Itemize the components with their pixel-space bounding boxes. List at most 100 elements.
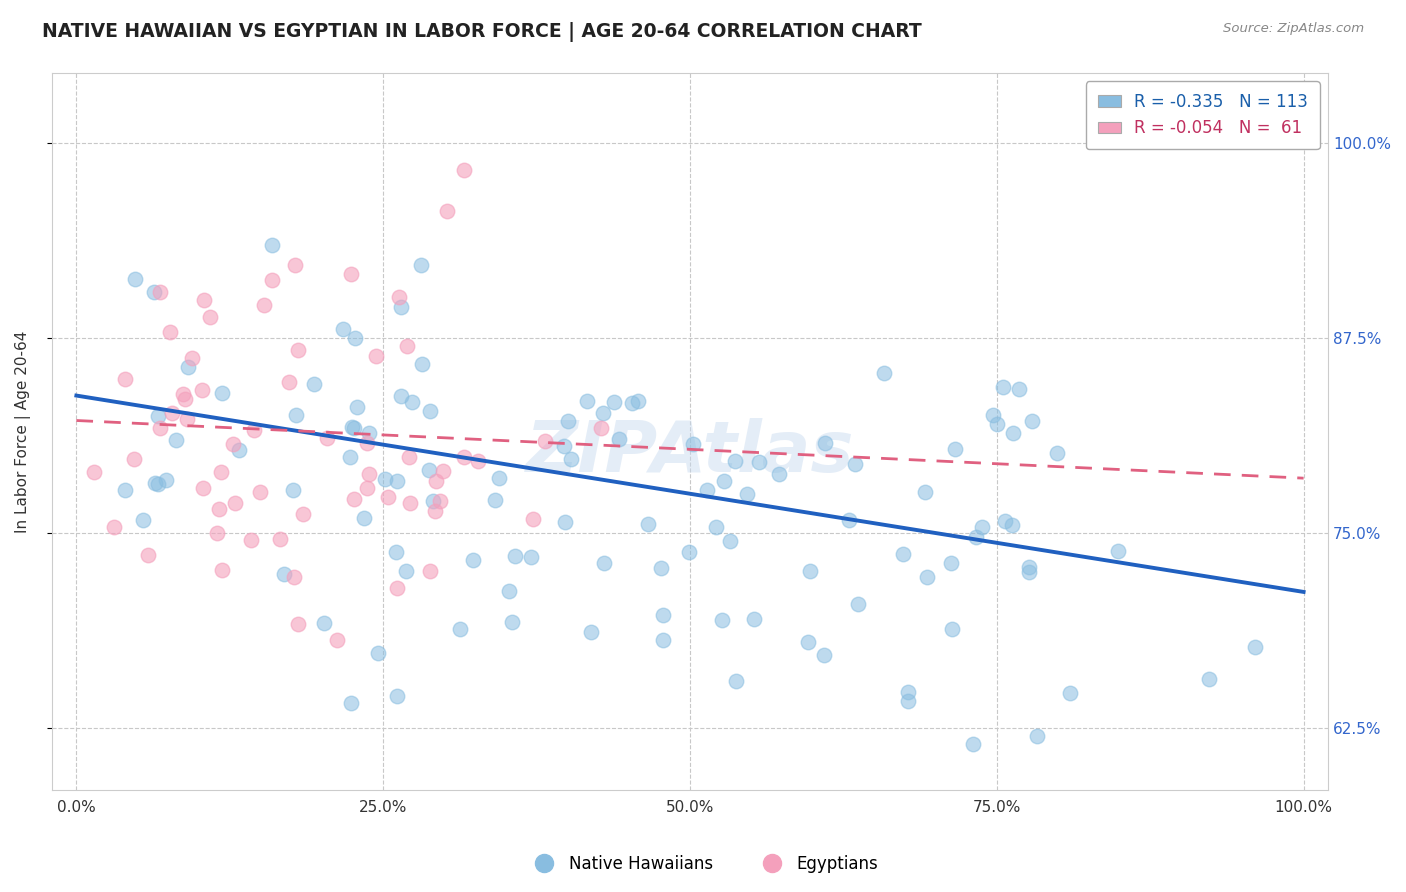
Point [966,530,988,544]
Point [411,358,433,372]
Point [222,437,245,451]
Y-axis label: In Labor Force | Age 20-64: In Labor Force | Age 20-64 [15,330,31,533]
Point [711,613,734,627]
Point [560,452,582,467]
Point [114,483,136,497]
Point [367,646,389,660]
Point [735,487,758,501]
Point [356,436,378,450]
Point [143,476,166,491]
Point [366,349,388,363]
Point [332,321,354,335]
Point [914,485,936,500]
Point [589,420,612,434]
Point [211,386,233,401]
Point [1243,640,1265,655]
Point [432,464,454,478]
Point [534,434,557,449]
Point [897,694,920,708]
Point [592,556,614,570]
Point [374,473,396,487]
Point [799,564,821,578]
Point [453,450,475,464]
Point [1107,544,1129,558]
Point [209,465,232,479]
Point [284,259,307,273]
Point [389,300,412,314]
Point [389,389,412,403]
Point [651,633,673,648]
Point [278,375,301,389]
Point [243,423,266,437]
Point [143,285,166,299]
Point [873,366,896,380]
Point [423,504,446,518]
Point [399,496,422,510]
Point [503,549,526,563]
Point [159,325,181,339]
Point [607,432,630,446]
Point [1046,445,1069,459]
Point [205,526,228,541]
Point [449,622,471,636]
Point [602,395,624,409]
Point [579,624,602,639]
Point [385,545,408,559]
Point [768,467,790,481]
Point [962,737,984,751]
Point [994,514,1017,528]
Point [620,395,643,409]
Point [356,481,378,495]
Point [291,508,314,522]
Point [146,409,169,423]
Point [359,425,381,440]
Point [846,598,869,612]
Point [149,285,172,300]
Point [387,475,409,489]
Point [344,331,367,345]
Point [340,267,363,281]
Point [281,483,304,497]
Point [943,442,966,457]
Point [146,476,169,491]
Point [1008,382,1031,396]
Point [575,394,598,409]
Point [385,690,408,704]
Point [682,437,704,451]
Point [253,298,276,312]
Point [418,462,440,476]
Point [678,545,700,559]
Point [696,483,718,497]
Point [228,442,250,457]
Point [155,473,177,487]
Point [1018,560,1040,574]
Point [285,408,308,422]
Point [896,684,918,698]
Point [149,421,172,435]
Point [453,162,475,177]
Point [357,467,380,481]
Point [1198,672,1220,686]
Point [498,584,520,599]
Point [138,548,160,562]
Point [83,466,105,480]
Point [395,565,418,579]
Point [425,474,447,488]
Point [260,273,283,287]
Point [177,359,200,374]
Point [813,648,835,663]
Text: Source: ZipAtlas.com: Source: ZipAtlas.com [1223,22,1364,36]
Point [422,493,444,508]
Point [520,549,543,564]
Point [124,271,146,285]
Point [651,607,673,622]
Point [165,433,187,447]
Point [287,343,309,358]
Point [211,563,233,577]
Point [838,513,860,527]
Point [1001,517,1024,532]
Point [198,310,221,325]
Point [346,400,368,414]
Point [488,470,510,484]
Point [208,502,231,516]
